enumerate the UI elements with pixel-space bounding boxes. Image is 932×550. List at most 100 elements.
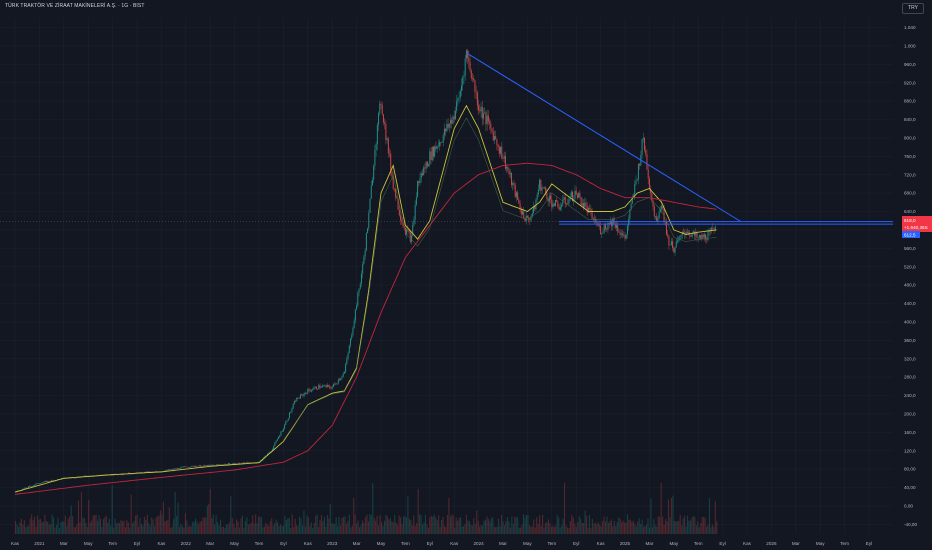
volume-bar <box>294 518 296 534</box>
price-axis[interactable]: 1.040 1.000 960,0 920,0 880,0 840,0 800,0 760,0… <box>904 25 917 527</box>
volume-bar <box>376 515 378 534</box>
volume-bar <box>262 527 264 534</box>
volume-bar <box>243 527 245 534</box>
candle-body <box>186 466 188 468</box>
volume-bar <box>508 521 510 534</box>
volume-bar <box>413 515 415 534</box>
volume-bar <box>482 525 484 534</box>
candle-body <box>170 469 172 470</box>
volume-bar <box>461 526 463 534</box>
volume-bar <box>654 525 656 534</box>
volume-bar <box>599 524 601 534</box>
volume-bar <box>290 527 292 534</box>
candle-body <box>367 228 369 234</box>
candle-body <box>249 462 251 464</box>
volume-bar <box>250 522 252 534</box>
drawings[interactable] <box>466 52 893 225</box>
volume-bar <box>133 521 135 534</box>
support-badge-bg <box>902 231 920 238</box>
candle-body <box>469 61 471 71</box>
candle-body <box>385 123 387 140</box>
volume-bar <box>378 525 380 534</box>
candle-body <box>574 190 576 199</box>
candle-body <box>357 292 359 306</box>
candle-body <box>229 463 231 465</box>
candle-body <box>697 237 699 238</box>
candle-body <box>611 220 613 227</box>
candle-body <box>339 379 341 381</box>
volume-bar <box>455 517 457 534</box>
candle-body <box>171 468 173 470</box>
candle-body <box>40 483 42 484</box>
candle-body <box>557 201 559 207</box>
candle-body <box>204 465 206 466</box>
volume-bar <box>313 523 315 534</box>
volume-bar <box>666 520 668 534</box>
currency-selector[interactable]: TRY <box>902 3 924 14</box>
candle-body <box>156 471 158 472</box>
volume-bar <box>419 514 421 534</box>
candle-body <box>509 172 511 175</box>
time-axis[interactable]: Kas 2021 Mar May Tem Eyl Kas 2022 Mar May Tem Eyl Ka… <box>11 541 872 546</box>
volume-bar <box>249 523 251 534</box>
candle-body <box>600 225 602 234</box>
candle-body <box>500 146 502 154</box>
candle-body <box>563 197 565 200</box>
volume-bar <box>170 527 172 534</box>
volume-bar <box>268 525 270 534</box>
candle-body <box>523 211 525 219</box>
candle-body <box>173 468 175 470</box>
volume-bar <box>493 526 495 534</box>
candle-body <box>206 465 208 466</box>
volume-bar <box>457 520 459 534</box>
symbol-title[interactable]: TÜRK TRAKTÖR VE ZİRAAT MAKİNELERİ A.Ş. ·… <box>5 3 145 9</box>
volume-bar <box>341 518 343 534</box>
volume-bar <box>640 524 642 534</box>
volume-bar <box>417 488 419 534</box>
volume-bar <box>108 518 110 534</box>
volume-bar <box>196 521 198 534</box>
candle-body <box>202 465 204 467</box>
candle-body <box>707 231 709 241</box>
volume-bar <box>549 523 551 534</box>
volume-bar <box>26 526 28 534</box>
candle-body <box>552 203 554 208</box>
candle-body <box>306 393 308 394</box>
candle-body <box>195 466 197 467</box>
volume-bar <box>618 517 620 534</box>
volume-bar <box>113 527 115 534</box>
candle-body <box>591 210 593 219</box>
volume-bar <box>241 515 244 534</box>
volume-bar <box>76 523 78 534</box>
candle-body <box>534 206 536 210</box>
volume-bar <box>388 519 390 534</box>
time-tick-label: Mar <box>206 541 214 546</box>
price-tick-label: 280,0 <box>904 375 916 380</box>
volume-bar <box>473 518 475 534</box>
candle-body <box>352 328 354 336</box>
volume-bar <box>574 523 576 534</box>
candle-body <box>191 465 193 467</box>
candle-body <box>457 98 459 102</box>
volume-bar <box>278 525 280 534</box>
volume-bar <box>673 520 675 534</box>
candle-body <box>224 464 226 465</box>
volume-bar <box>558 517 560 534</box>
candle-body <box>391 170 393 177</box>
volume-bar <box>158 515 160 534</box>
candle-body <box>143 471 145 473</box>
time-tick-label: Eyl <box>134 541 140 546</box>
candle-body <box>303 393 305 396</box>
volume-bar <box>517 517 519 534</box>
candle-body <box>590 208 592 211</box>
volume-bar <box>148 523 150 534</box>
volume-bar <box>638 518 640 534</box>
volume-bar <box>616 522 618 534</box>
candle-body <box>703 234 705 238</box>
candle-body <box>289 412 290 419</box>
candle-body <box>442 135 444 143</box>
candle-body <box>690 235 692 237</box>
volume-bar <box>45 521 47 534</box>
